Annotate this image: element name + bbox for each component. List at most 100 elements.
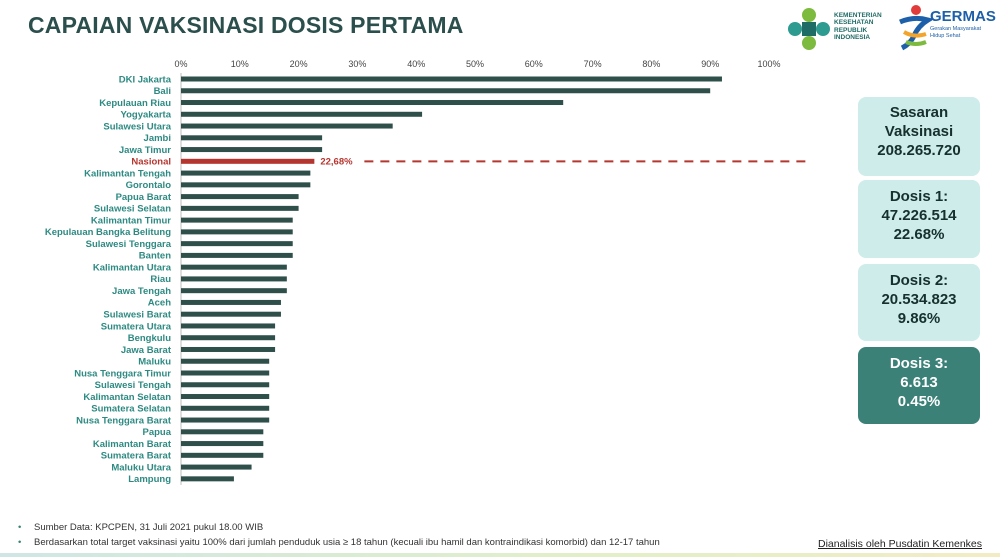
x-tick-label: 40% [407,59,425,69]
kemenkes-line: KEMENTERIAN [834,12,882,19]
category-label: Jambi [144,133,171,144]
dose3-card: Dosis 3: 6.613 0.45% [858,347,980,424]
analysis-credit: Dianalisis oleh Pusdatin Kemenkes [818,538,983,550]
footer-divider [0,553,1000,557]
card-line: Vaksinasi [884,123,954,140]
bar [181,217,293,223]
x-tick-label: 60% [525,59,543,69]
category-label: Kalimantan Selatan [83,392,171,403]
x-tick-label: 30% [348,59,366,69]
category-label: Kepulauan Riau [99,98,171,109]
dose1-card: Dosis 1: 47.226.514 22.68% [858,180,980,258]
bar [181,358,270,364]
category-label: Sulawesi Tengah [95,380,172,391]
bar [181,123,393,129]
card-line: Dosis 1: [889,188,949,205]
category-label: Jawa Timur [119,145,171,156]
card-line: Sasaran [889,104,949,121]
x-tick-label: 90% [701,59,719,69]
category-label: Nusa Tenggara Barat [76,415,172,426]
bar [181,111,423,117]
category-label: Lampung [128,474,171,485]
category-label: Sulawesi Tenggara [86,239,172,250]
bar [181,452,264,458]
vaccination-bar-chart: 0% 10% 20% 30% 40% 50% 60% 70% 80% 90% 100% DKI Jak… [45,59,808,485]
card-line: 20.534.823 [881,291,957,308]
bar [181,405,270,411]
dose2-card: Dosis 2: 20.534.823 9.86% [858,264,980,341]
bar [181,76,722,82]
kemenkes-line: REPUBLIK [834,26,868,34]
bar [181,441,264,447]
card-line: 47.226.514 [881,207,957,224]
bar [181,382,270,388]
kemenkes-line: INDONESIA [834,34,871,42]
category-label: Sulawesi Barat [103,310,171,321]
category-label: Papua Barat [116,192,172,203]
bar [181,205,299,211]
category-label: Kalimantan Timur [91,215,171,226]
bar [181,346,276,352]
x-tick-label: 80% [642,59,660,69]
category-label: Sulawesi Utara [103,121,171,132]
bar [181,370,270,376]
x-tick-label: 50% [466,59,484,69]
category-label: Sumatera Utara [101,321,172,332]
bar [181,229,293,235]
category-label: Banten [139,251,171,262]
category-label: Aceh [148,298,171,309]
bar [181,158,315,164]
bar [181,464,252,470]
germas-wordmark: GERMAS [930,8,996,25]
kemenkes-emblem-icon [788,8,830,50]
bar [181,182,311,188]
x-tick-label: 70% [584,59,602,69]
highlight-value-label: 22,68% [320,157,353,168]
germas-tagline: Gerakan Masyarakat Hidup Sehat [930,26,982,39]
card-line: 208.265.720 [877,142,961,159]
footnote: • Berdasarkan total target vaksinasi yait… [18,537,660,548]
category-label: Bali [154,86,171,97]
bar [181,311,281,317]
category-label: Nasional [131,157,171,168]
bar [181,194,299,200]
bar [181,147,323,153]
bar [181,394,270,400]
category-label: Jawa Tengah [112,286,171,297]
bar [181,335,276,341]
germas-logo: GERMAS Gerakan Masyarakat Hidup Sehat [896,2,996,54]
card-line: 0.45% [897,393,941,410]
footnote-text: Sumber Data: KPCPEN, 31 Juli 2021 pukul … [34,522,264,533]
category-label: Bengkulu [128,333,171,344]
category-label: Kalimantan Tengah [84,168,171,179]
bar [181,323,276,329]
bar [181,241,293,247]
category-label: Nusa Tenggara Timur [74,368,171,379]
footnote: • Sumber Data: KPCPEN, 31 Juli 2021 pukul… [18,522,264,533]
category-label: Kepulauan Bangka Belitung [45,227,171,238]
bar [181,299,281,305]
bar [181,476,234,482]
bar [181,288,287,294]
bar [181,264,287,270]
x-tick-label: 0% [174,59,187,69]
bar [181,135,323,141]
card-line: 22.68% [893,226,945,243]
x-tick-label: 20% [290,59,308,69]
category-label: Sulawesi Selatan [94,204,171,215]
bar [181,88,711,94]
card-line: Dosis 3: [889,355,949,372]
category-label: Papua [142,427,171,438]
bar [181,276,287,282]
category-label: Maluku Utara [111,462,171,473]
category-label: Maluku [138,357,171,368]
category-label: DKI Jakarta [119,74,172,85]
category-label: Jawa Barat [121,345,172,356]
category-label: Kalimantan Barat [93,439,172,450]
germas-figure-icon [899,5,935,51]
kemenkes-line: KESEHATAN [834,19,874,27]
category-label: Gorontalo [126,180,172,191]
category-label: Kalimantan Utara [93,262,172,273]
card-line: Dosis 2: [889,272,949,289]
kemenkes-logo: KEMENTERIAN KESEHATAN REPUBLIK INDONESIA [786,6,886,52]
